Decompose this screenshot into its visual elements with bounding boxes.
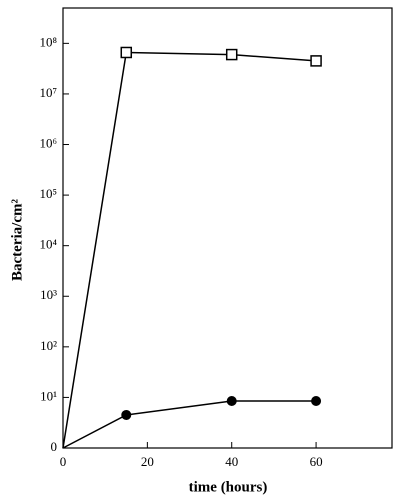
y-tick-label: 0 — [51, 439, 58, 454]
marker — [121, 409, 132, 420]
y-tick-label: 10⁴ — [39, 237, 57, 252]
marker — [226, 395, 237, 406]
y-tick-label: 10¹ — [40, 388, 57, 403]
marker — [225, 48, 238, 61]
x-tick-label: 0 — [60, 454, 67, 469]
y-tick-label: 10³ — [40, 287, 57, 302]
y-tick-label: 10⁸ — [39, 34, 57, 49]
marker — [120, 46, 133, 59]
x-tick-label: 60 — [310, 454, 323, 469]
x-axis-title: time (hours) — [189, 479, 268, 495]
marker — [310, 55, 322, 67]
y-tick-label: 10² — [40, 338, 57, 353]
y-axis-title: Bacteria/cm² — [9, 199, 25, 281]
y-tick-label: 10⁶ — [39, 136, 57, 151]
series-line — [62, 400, 317, 449]
plot-frame — [62, 7, 393, 449]
y-tick-label: 10⁵ — [39, 186, 57, 201]
y-tick-label: 10⁷ — [39, 85, 57, 100]
x-tick-label: 40 — [225, 454, 238, 469]
series-line — [62, 51, 317, 449]
x-tick-label: 20 — [141, 454, 154, 469]
marker — [311, 395, 322, 406]
